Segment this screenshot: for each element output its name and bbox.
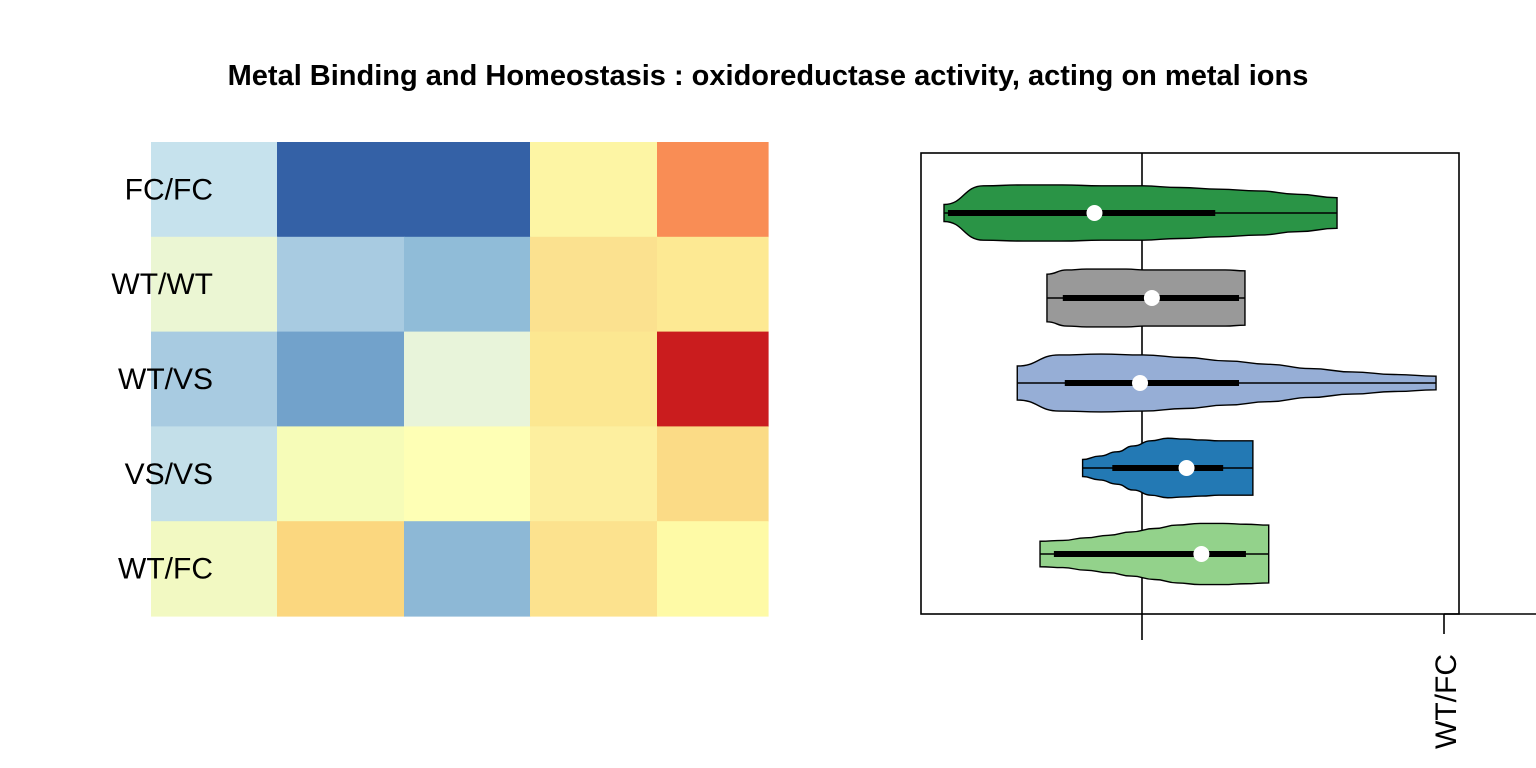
heatmap-cell (151, 426, 278, 522)
heatmap-row-label: WT/FC (118, 553, 213, 586)
heatmap-cell (151, 331, 278, 427)
plot-frame (920, 152, 1460, 615)
heatmap-cell (530, 236, 658, 333)
x-axis: WT/FC (1430, 613, 1536, 749)
heatmap-cell (657, 426, 769, 522)
violin-median-point (1086, 205, 1103, 221)
heatmap-cell (151, 236, 278, 333)
heatmap-cell (277, 236, 405, 333)
heatmap-cell (151, 521, 278, 617)
heatmap-cell (657, 142, 769, 238)
heatmap-cell (277, 331, 405, 427)
heatmap-row-labels: FC/FC WT/WT WT/VS VS/VS WT/FC (111, 173, 213, 585)
heatmap-cell (151, 142, 278, 238)
violin-median-point (1132, 375, 1149, 391)
heatmap-cell (277, 142, 405, 238)
heatmap-cell (277, 521, 405, 617)
heatmap-cell (404, 426, 531, 522)
violin-series (943, 184, 1437, 586)
heatmap-grid (151, 142, 769, 617)
heatmap-cell (404, 521, 531, 617)
chart-title: Metal Binding and Homeostasis : oxidored… (227, 60, 1309, 92)
heatmap-cell (404, 236, 531, 333)
heatmap-cell (404, 331, 531, 427)
heatmap-row-label: WT/VS (118, 363, 213, 396)
heatmap-cell (657, 521, 769, 617)
heatmap-row-label: VS/VS (125, 458, 213, 491)
violin-median-point (1193, 546, 1210, 562)
heatmap-cell (530, 521, 658, 617)
heatmap-cell (657, 331, 769, 427)
violin-median-point (1143, 290, 1160, 306)
heatmap-row-label: FC/FC (125, 173, 213, 206)
heatmap-cell (277, 426, 405, 522)
heatmap-cell (657, 236, 769, 333)
violin-median-point (1178, 460, 1195, 476)
heatmap-cell (530, 331, 658, 427)
heatmap-cell (530, 426, 658, 522)
heatmap-row-label: WT/WT (111, 268, 213, 301)
heatmap-cell (530, 142, 658, 238)
axis-tick-label: WT/FC (1430, 654, 1463, 749)
heatmap-cell (404, 142, 531, 238)
